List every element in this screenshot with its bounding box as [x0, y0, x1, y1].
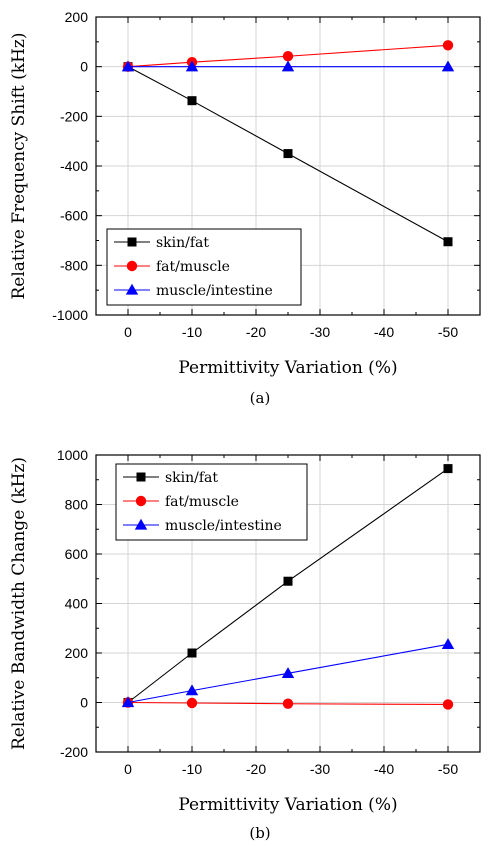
legend-label: muscle/intestine	[156, 283, 273, 299]
y-tick-label: -200	[60, 744, 88, 760]
x-tick-label: -30	[310, 324, 330, 340]
y-tick-label: 200	[65, 645, 89, 661]
plot-frame	[95, 454, 481, 753]
data-point-square-marker	[443, 237, 453, 247]
data-point-triangle-marker	[441, 60, 455, 72]
legend-circle-marker	[126, 260, 138, 272]
y-tick-label: 0	[80, 59, 88, 75]
y-tick-label: 800	[65, 497, 89, 513]
legend-item: fat/muscle	[114, 259, 230, 275]
y-tick-label: 400	[65, 596, 89, 612]
legend-label: fat/muscle	[165, 494, 239, 510]
legend-item: muscle/intestine	[123, 518, 282, 534]
data-point-square-marker	[187, 96, 197, 106]
legend-circle-marker	[135, 495, 147, 507]
legend-label: skin/fat	[165, 470, 218, 486]
series-line	[127, 701, 449, 706]
legend-label: skin/fat	[156, 235, 209, 251]
legend-item: fat/muscle	[123, 494, 239, 510]
y-tick-label: 200	[65, 9, 89, 25]
x-tick-label: 0	[124, 324, 132, 340]
legend-label: fat/muscle	[156, 259, 230, 275]
figure-caption: (b)	[249, 824, 270, 842]
y-axis-label: Relative Frequency Shift (kHz)	[9, 32, 29, 299]
x-tick-label: -50	[438, 324, 458, 340]
series-triangle	[121, 60, 455, 72]
series-line	[127, 44, 449, 68]
legend-label: muscle/intestine	[165, 518, 282, 534]
legend-triangle-marker	[125, 283, 139, 295]
y-tick-label: -400	[60, 158, 88, 174]
series-line	[127, 66, 449, 243]
data-point-circle-marker	[186, 697, 198, 709]
y-tick-label: -600	[60, 208, 88, 224]
legend-square-marker	[136, 472, 146, 482]
data-point-triangle-marker	[121, 696, 135, 708]
legend-item: skin/fat	[123, 470, 218, 486]
y-tick-label: -1000	[52, 307, 88, 323]
y-tick-label: -800	[60, 257, 88, 273]
legend-item: skin/fat	[114, 235, 209, 251]
series-line	[127, 468, 449, 703]
x-tick-label: -20	[246, 761, 266, 777]
x-tick-label: -40	[374, 324, 394, 340]
x-axis-label: Permittivity Variation (%)	[178, 795, 397, 815]
data-point-triangle-marker	[281, 667, 295, 678]
data-point-circle-marker	[442, 40, 454, 51]
series-triangle	[121, 638, 455, 708]
y-tick-label: -200	[60, 108, 88, 124]
legend: skin/fat fat/muscle muscle/intestine	[106, 228, 302, 306]
data-point-square-marker	[283, 149, 293, 159]
chart-b: 0 -10 -20 -30 -40 -50 -200 0 200 400 600 800 1000 ski…	[9, 447, 481, 842]
x-tick-label: -40	[374, 761, 394, 777]
legend-triangle-marker	[134, 518, 148, 530]
y-tick-label: 1000	[57, 447, 88, 463]
data-point-circle-marker	[282, 51, 294, 62]
chart-a: 0 -10 -20 -30 -40 -50 -1000 -800 -600 -400 -200 0 20…	[9, 9, 481, 407]
figure-caption: (a)	[250, 389, 271, 407]
data-point-triangle-marker	[281, 60, 295, 72]
data-point-triangle-marker	[441, 638, 455, 649]
y-axis-label: Relative Bandwidth Change (kHz)	[9, 457, 29, 750]
y-tick-label: 600	[65, 546, 89, 562]
legend-square-marker	[127, 237, 137, 247]
legend-item: muscle/intestine	[114, 283, 273, 299]
x-axis-label: Permittivity Variation (%)	[178, 358, 397, 378]
data-point-square-marker	[187, 648, 197, 658]
data-point-triangle-marker	[185, 684, 199, 696]
x-tick-label: -30	[310, 761, 330, 777]
x-tick-label: -20	[246, 324, 266, 340]
x-tick-label: -10	[182, 324, 202, 340]
data-point-triangle-marker	[185, 60, 199, 72]
x-tick-label: -10	[182, 761, 202, 777]
data-point-circle-marker	[442, 699, 454, 710]
data-point-square-marker	[443, 464, 453, 474]
x-tick-label: 0	[124, 761, 132, 777]
data-point-circle-marker	[282, 698, 294, 709]
x-tick-label: -50	[438, 761, 458, 777]
legend-box	[106, 228, 302, 306]
legend: skin/fat fat/muscle muscle/intestine	[115, 463, 308, 541]
series-line	[127, 643, 449, 704]
data-point-triangle-marker	[121, 60, 135, 72]
plot-frame	[95, 16, 481, 316]
y-tick-label: 0	[80, 695, 88, 711]
data-point-square-marker	[283, 576, 293, 586]
